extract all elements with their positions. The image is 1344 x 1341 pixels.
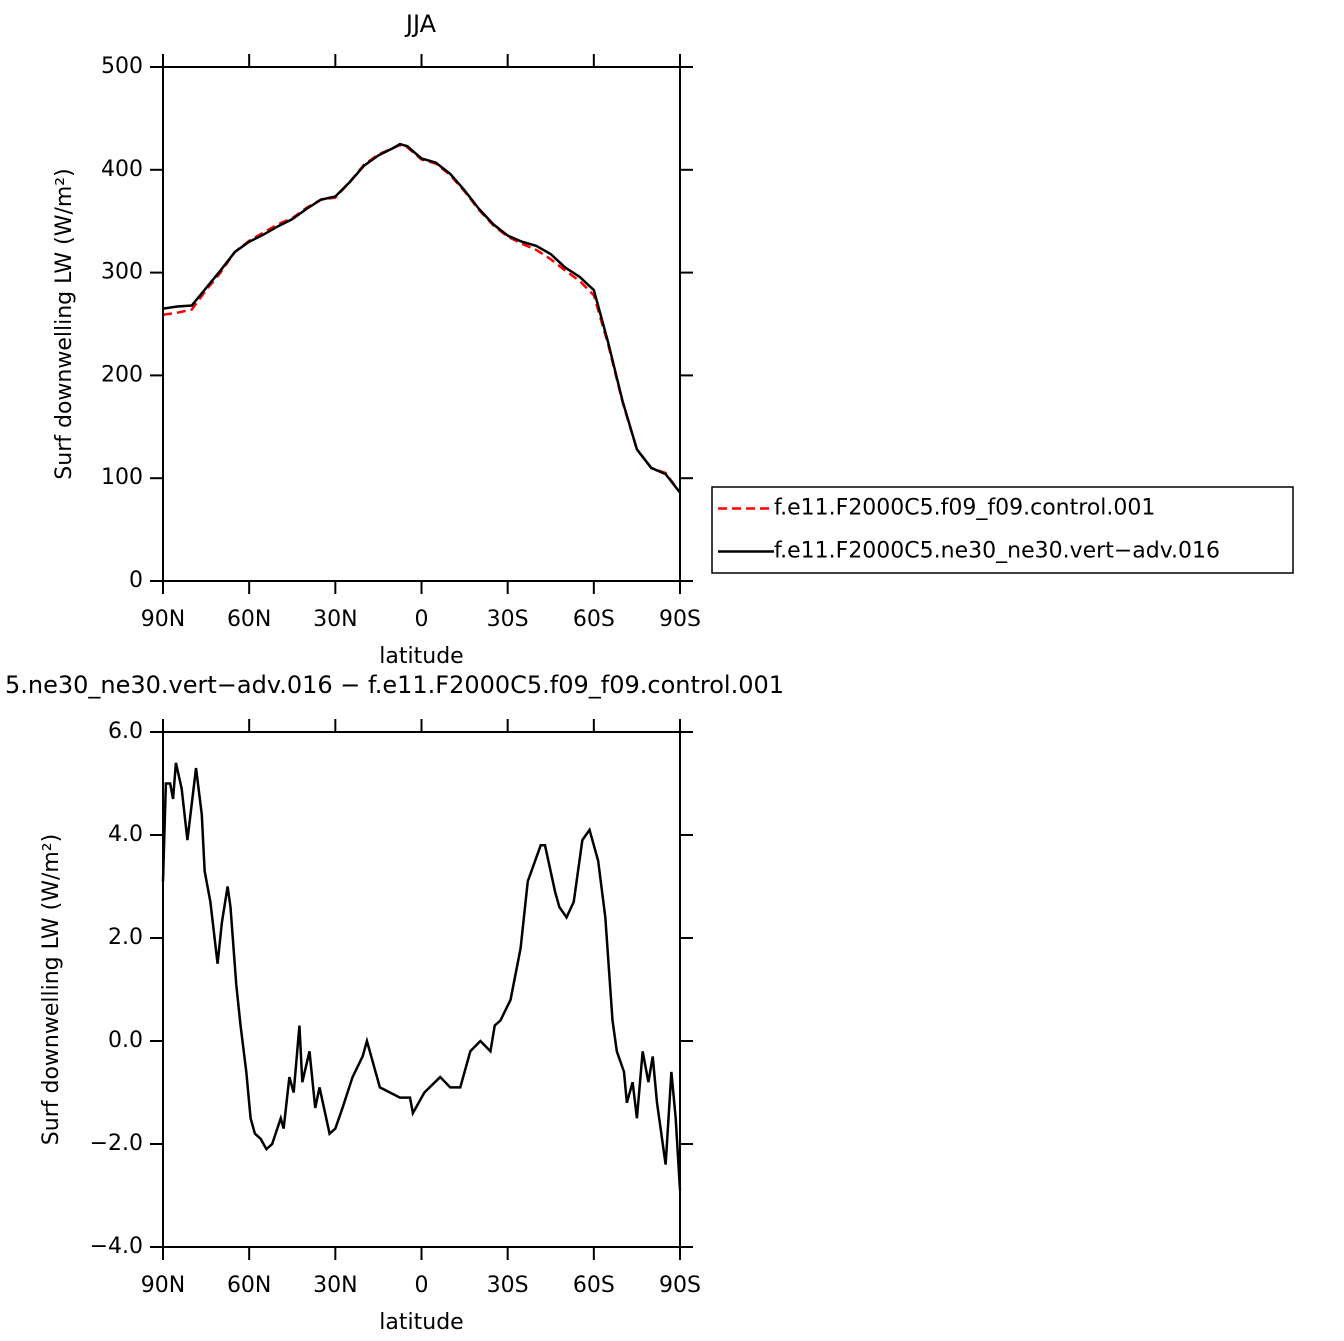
y-tick-label: 100 — [101, 465, 143, 490]
y-tick-label: 200 — [101, 362, 143, 387]
x-tick-label: 30N — [313, 607, 357, 632]
plot-frame — [162, 731, 681, 1248]
y-tick-label: 0.0 — [108, 1028, 143, 1053]
x-tick-label: 90S — [659, 1273, 701, 1298]
legend-label: f.e11.F2000C5.ne30_ne30.vert−adv.016 — [774, 539, 1220, 564]
x-tick-label: 0 — [415, 1273, 429, 1298]
y-axis-label: Surf downwelling LW (W/m²) — [52, 168, 77, 479]
x-tick-label: 30N — [313, 1273, 357, 1298]
y-tick-label: −4.0 — [90, 1234, 143, 1259]
y-axis-label: Surf downwelling LW (W/m²) — [39, 834, 64, 1145]
data-line — [162, 142, 681, 494]
data-line — [161, 762, 682, 1191]
y-tick-label: −2.0 — [90, 1131, 143, 1156]
data-line — [162, 143, 682, 494]
x-tick-label: 60N — [227, 1273, 271, 1298]
x-tick-label: 30S — [487, 607, 529, 632]
y-tick-label: 300 — [101, 260, 143, 285]
x-tick-label: 60S — [573, 607, 615, 632]
y-tick-label: 4.0 — [108, 822, 143, 847]
y-tick-label: 2.0 — [108, 925, 143, 950]
x-tick-label: 60N — [227, 607, 271, 632]
y-tick-label: 500 — [101, 54, 143, 79]
y-tick-label: 0 — [129, 568, 143, 593]
chart-title: 5.ne30_ne30.vert−adv.016 − f.e11.F2000C5… — [5, 671, 784, 699]
x-tick-label: 30S — [487, 1273, 529, 1298]
x-tick-label: 60S — [573, 1273, 615, 1298]
x-tick-label: 90N — [141, 1273, 185, 1298]
x-tick-label: 90N — [141, 607, 185, 632]
y-tick-label: 6.0 — [108, 719, 143, 744]
chart-title: JJA — [404, 10, 437, 38]
legend-label: f.e11.F2000C5.f09_f09.control.001 — [774, 496, 1155, 521]
x-tick-label: 0 — [415, 607, 429, 632]
y-tick-label: 400 — [101, 157, 143, 182]
x-axis-label: latitude — [379, 644, 463, 669]
legend-box — [711, 486, 1294, 574]
x-tick-label: 90S — [659, 607, 701, 632]
x-axis-label: latitude — [379, 1310, 463, 1335]
